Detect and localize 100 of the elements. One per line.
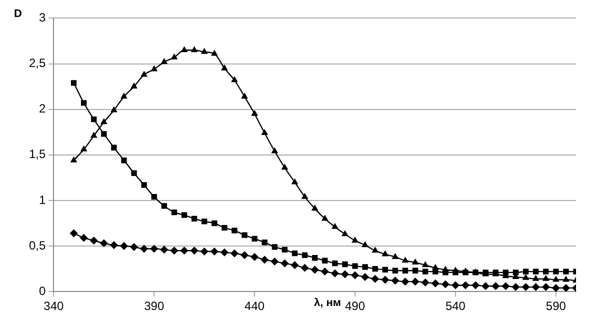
point	[362, 241, 369, 248]
y-tick-label: 1,5	[28, 147, 46, 162]
point	[422, 268, 428, 274]
point	[120, 242, 128, 250]
point	[522, 268, 529, 274]
point	[442, 266, 449, 272]
point	[421, 278, 430, 286]
point	[492, 282, 500, 290]
point	[240, 251, 249, 260]
point	[220, 64, 228, 70]
y-axis-title: D	[14, 8, 22, 20]
point	[392, 252, 399, 259]
x-tick-label: 440	[244, 299, 265, 314]
point	[210, 50, 218, 56]
point	[251, 110, 258, 116]
point	[562, 276, 570, 282]
point	[80, 145, 88, 152]
point	[542, 274, 550, 281]
point	[332, 260, 338, 266]
point	[451, 281, 460, 290]
point	[70, 229, 78, 238]
point	[532, 274, 540, 281]
point	[302, 252, 308, 258]
point	[80, 100, 87, 106]
point	[241, 92, 248, 99]
point	[472, 281, 480, 290]
point	[372, 266, 378, 272]
point	[271, 147, 278, 154]
point	[402, 256, 409, 263]
point	[130, 242, 138, 251]
point	[190, 46, 198, 52]
point	[361, 273, 370, 282]
point	[130, 82, 138, 89]
point	[110, 241, 118, 250]
point	[512, 283, 520, 292]
y-tick-label: 0	[38, 284, 46, 298]
point	[322, 258, 328, 264]
point	[432, 264, 439, 270]
point	[401, 278, 410, 286]
point	[563, 268, 569, 274]
point	[170, 246, 178, 255]
point	[312, 255, 318, 261]
point	[70, 80, 77, 86]
point	[260, 256, 269, 264]
point	[191, 216, 198, 222]
point	[200, 248, 208, 256]
y-tick-label: 3	[38, 10, 46, 25]
point	[321, 214, 328, 221]
point	[90, 132, 98, 138]
point	[412, 258, 419, 264]
point	[351, 271, 360, 280]
point	[543, 268, 549, 274]
x-axis-title: λ, нм	[314, 297, 342, 310]
point	[552, 284, 560, 292]
point	[280, 259, 289, 268]
point	[270, 258, 279, 266]
point	[180, 46, 188, 52]
point	[522, 283, 530, 292]
point	[300, 264, 309, 272]
x-tick-label: 390	[144, 299, 164, 314]
point	[170, 53, 178, 60]
point	[212, 220, 218, 226]
point	[391, 276, 400, 285]
point	[110, 106, 118, 112]
point	[482, 282, 490, 290]
point	[502, 282, 510, 290]
point	[140, 70, 148, 77]
point	[242, 232, 248, 238]
point	[261, 129, 268, 136]
y-tick-label: 0,5	[28, 238, 46, 252]
point	[101, 131, 107, 137]
point	[290, 261, 299, 270]
point	[210, 248, 218, 256]
point	[352, 236, 358, 243]
point	[120, 92, 128, 99]
point	[140, 244, 148, 253]
point	[342, 230, 348, 236]
point	[330, 269, 339, 278]
point	[171, 209, 178, 216]
point	[292, 250, 298, 256]
point	[222, 224, 228, 231]
point	[141, 182, 147, 188]
point	[91, 116, 97, 122]
point	[90, 236, 98, 245]
x-tick-label: 490	[345, 299, 366, 314]
x-tick-label: 590	[546, 299, 566, 314]
point	[441, 280, 450, 288]
point	[381, 276, 390, 284]
point	[320, 268, 329, 276]
point	[160, 246, 168, 254]
point	[371, 274, 380, 283]
point	[291, 178, 298, 184]
point	[250, 252, 259, 261]
point	[392, 268, 398, 274]
point	[412, 268, 418, 274]
point	[552, 276, 560, 282]
point	[181, 212, 188, 218]
point	[282, 246, 288, 253]
point	[431, 279, 440, 288]
point	[232, 228, 238, 234]
